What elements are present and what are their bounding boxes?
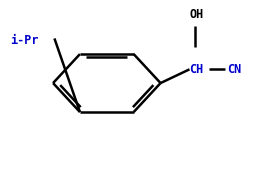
Text: i-Pr: i-Pr: [10, 34, 39, 47]
Text: CN: CN: [227, 63, 241, 76]
Text: OH: OH: [189, 8, 204, 21]
Text: CH: CH: [189, 63, 204, 76]
